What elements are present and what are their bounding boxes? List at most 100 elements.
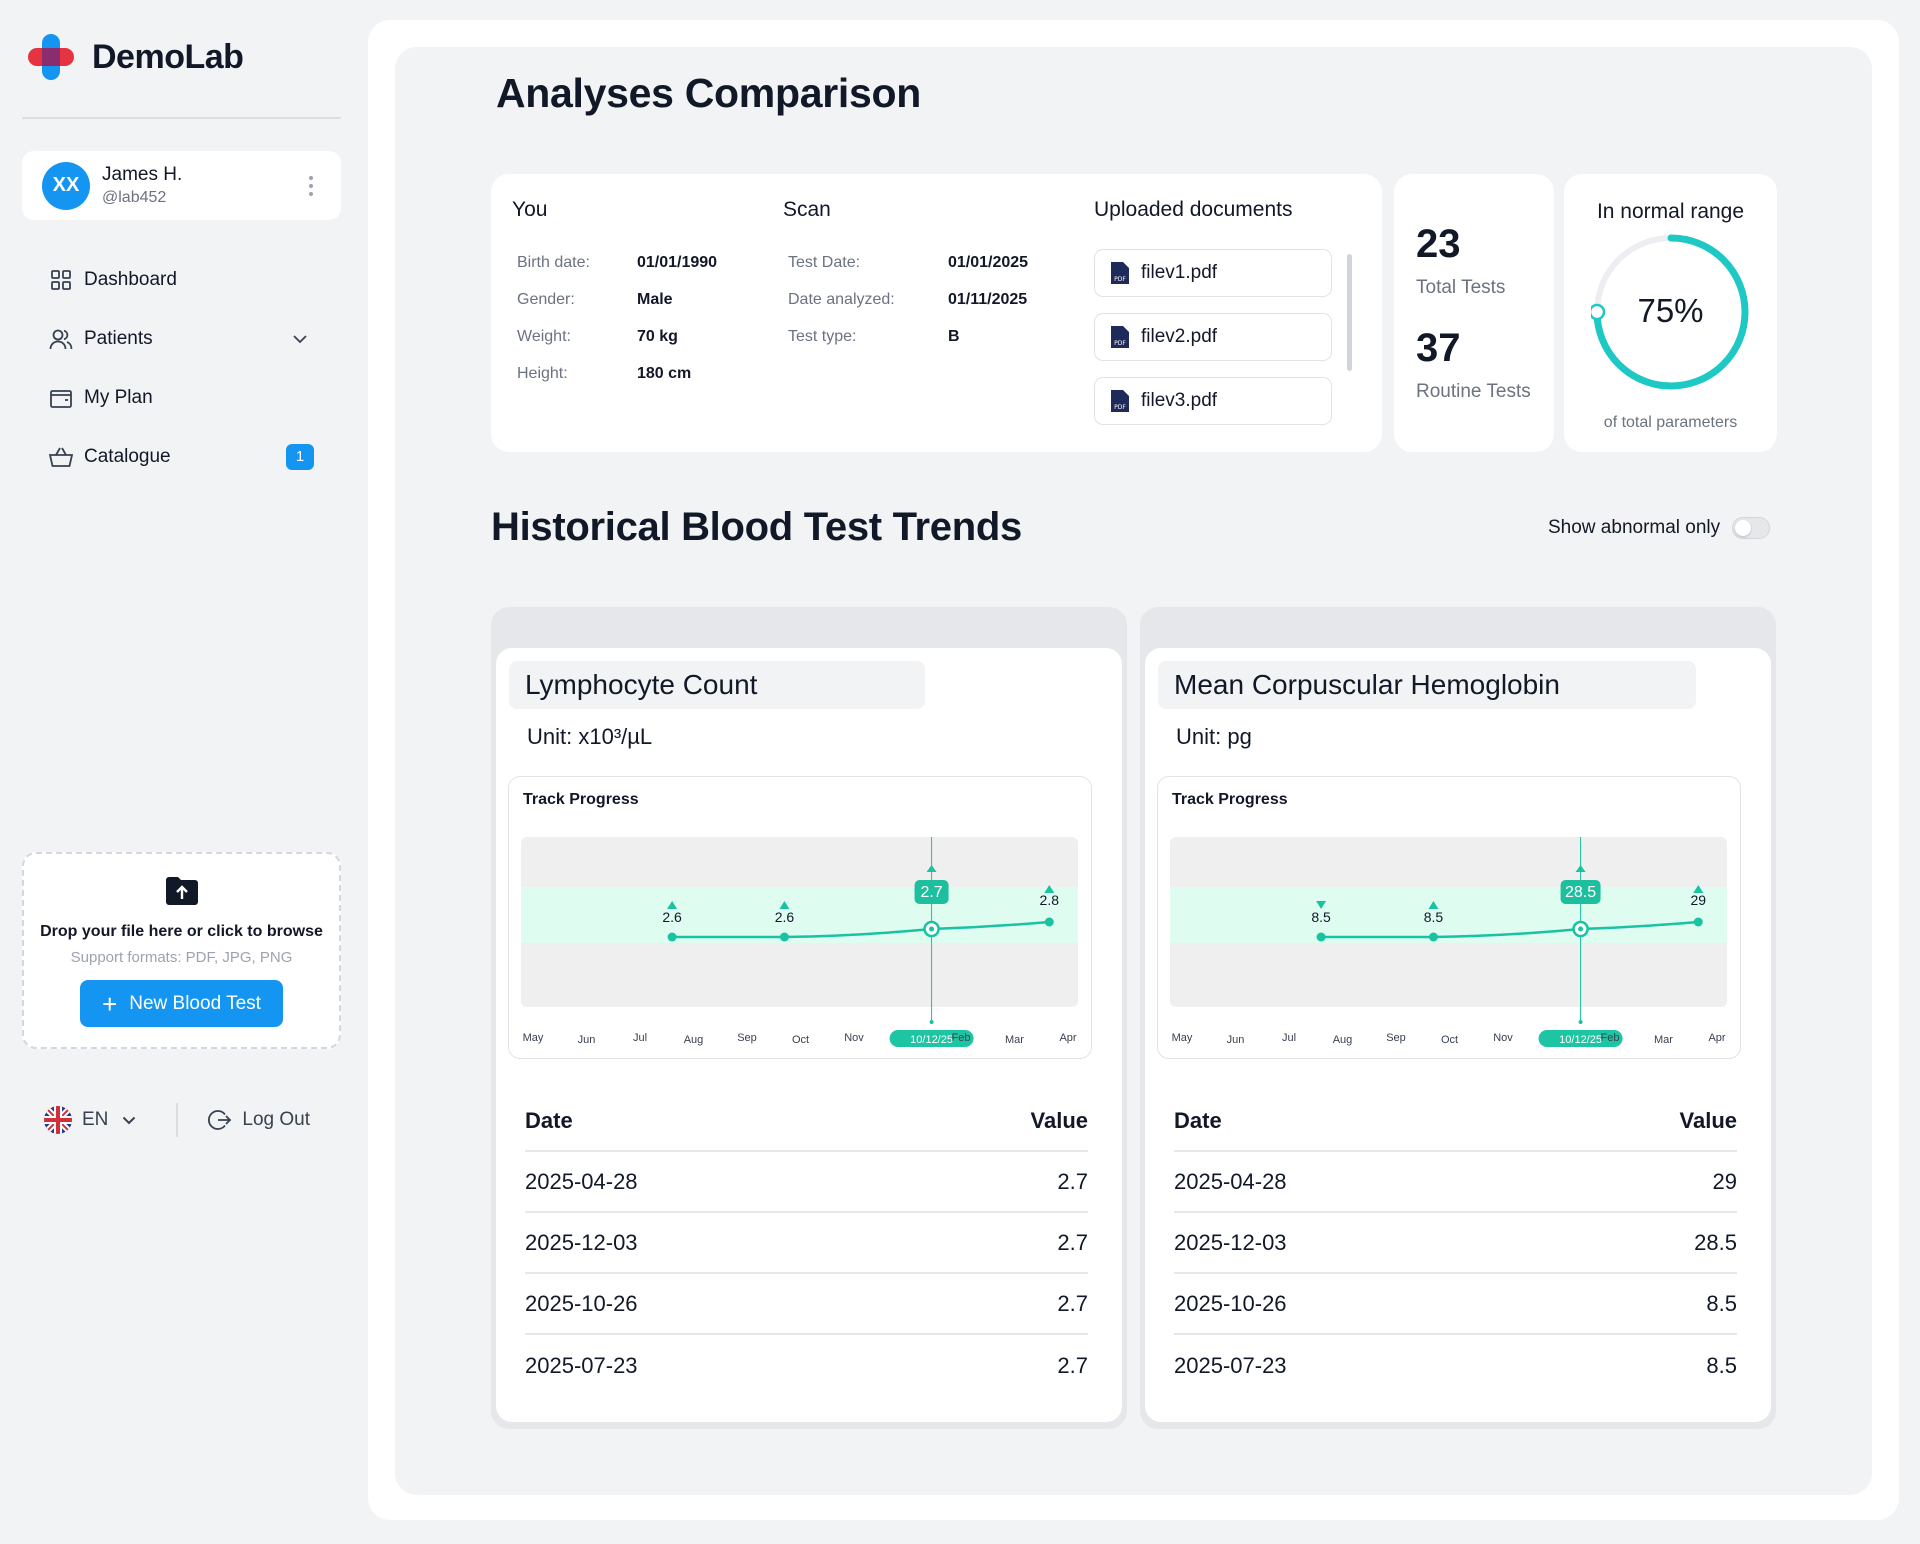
abnormal-toggle-label: Show abnormal only [1548,517,1721,538]
month-tick-label: Nov [1493,1032,1513,1044]
normal-range-subtitle: of total parameters [1603,414,1738,431]
date-header: Date [1174,1108,1222,1133]
field-value: 180 cm [637,365,692,382]
catalogue-badge: 1 [286,443,314,470]
logo[interactable]: DemoLab [24,30,244,84]
field-value: 70 kg [637,328,678,345]
logout-button[interactable]: Log Out [208,1108,310,1132]
sidebar-item-my-plan[interactable]: My Plan [48,368,318,427]
row-date: 2025-07-23 [1174,1352,1287,1378]
month-tick-label: 10/12/25 [910,1034,953,1046]
data-label: 29 [1690,892,1706,908]
normal-range-band [521,887,1078,943]
month-tick-label: 10/12/25 [1559,1034,1602,1046]
row-value: 28.5 [1694,1229,1737,1255]
basket-icon [48,444,74,470]
chevron-down-icon[interactable] [292,328,308,350]
data-label: 2.6 [775,909,795,925]
new-blood-test-label: New Blood Test [129,992,261,1014]
total-tests-label: Total Tests [1416,277,1506,298]
document-name: filev2.pdf [1141,326,1218,347]
documents-scrollbar[interactable] [1347,254,1352,371]
user-card[interactable]: XX James H. @lab452 [22,151,341,220]
svg-text:PDF: PDF [1114,404,1126,411]
table-row: 2025-07-23 8.5 [1174,1335,1737,1396]
language-label: EN [82,1109,109,1130]
field-value: B [948,328,960,345]
row-date: 2025-12-03 [525,1229,638,1255]
month-tick-label: Feb [1601,1032,1620,1044]
date-analyzed-value: 01/11/2025 [948,291,1027,309]
month-tick-label: Oct [792,1034,809,1046]
sidebar-item-label: Catalogue [84,445,171,467]
row-value: 8.5 [1706,1290,1737,1316]
language-selector[interactable]: EN [44,1106,136,1134]
document-item[interactable]: PDF filev3.pdf [1094,377,1332,425]
document-name: filev1.pdf [1141,262,1218,283]
row-value: 2.7 [1057,1229,1088,1255]
month-tick-label: Jul [1282,1032,1296,1044]
wallet-icon [48,385,74,411]
row-value: 2.7 [1057,1168,1088,1194]
data-label: 2.8 [1040,892,1060,908]
table-row: 2025-12-03 2.7 [525,1213,1088,1274]
data-point [667,932,677,942]
row-date: 2025-07-23 [525,1352,638,1378]
month-tick-label: May [1172,1032,1193,1044]
trend-card-title: Mean Corpuscular Hemoglobin [1158,661,1696,709]
sidebar-item-label: Patients [84,327,153,349]
svg-text:PDF: PDF [1114,276,1126,283]
field-label: Gender: [517,291,575,308]
normal-range-card: In normal range 75% of total parameters [1564,174,1777,452]
new-blood-test-button[interactable]: + New Blood Test [80,980,283,1027]
abnormal-toggle-row: Show abnormal only [1548,517,1771,539]
normal-range-gauge [1591,234,1749,390]
track-progress-chart: Track Progress 8.5 8.5 28.5 29 May Jun Jul Aug S… [1157,776,1741,1059]
abnormal-toggle[interactable] [1732,517,1771,539]
birth-date-value: 01/01/1990 [637,254,717,272]
pdf-file-icon: PDF [1111,390,1129,412]
row-date: 2025-10-26 [1174,1290,1287,1316]
month-tick-label: Sep [737,1032,757,1044]
table-header: Date Value [525,1108,1088,1152]
month-tick-label: Nov [844,1032,864,1044]
documents-title: Uploaded documents [1094,198,1293,221]
selected-value-badge [1560,880,1601,904]
chevron-down-icon [122,1109,136,1131]
trend-card-unit: Unit: x10³/µL [527,724,653,749]
field-label: Weight: [517,328,571,345]
logout-label: Log Out [242,1109,311,1130]
logout-icon [208,1110,232,1130]
data-label: 2.7 [920,884,942,901]
trend-card-mch: Mean Corpuscular Hemoglobin Unit: pg Tra… [1145,648,1771,1422]
sidebar-item-dashboard[interactable]: Dashboard [48,250,318,309]
document-item[interactable]: PDF filev1.pdf [1094,249,1332,297]
upload-dropzone[interactable]: Drop your file here or click to browse S… [22,852,341,1049]
month-tick-label: Aug [1333,1034,1353,1046]
table-row: 2025-10-26 8.5 [1174,1274,1737,1335]
data-label: 2.6 [662,909,682,925]
selected-value-badge [914,880,949,904]
sidebar-item-patients[interactable]: Patients [48,309,318,368]
data-label: 8.5 [1424,909,1444,925]
sidebar: DemoLab XX James H. @lab452 Dashboard [0,0,360,1544]
trend-up-marker [779,901,790,909]
sidebar-item-catalogue[interactable]: Catalogue 1 [48,427,318,486]
svg-text:PDF: PDF [1114,340,1126,347]
trend-up-marker [667,901,678,909]
more-options-icon[interactable] [301,171,321,201]
document-item[interactable]: PDF filev2.pdf [1094,313,1332,361]
trend-table: Date Value 2025-04-28 29 2025-12-03 28.5 2… [1174,1108,1737,1396]
test-type-value: B [948,328,960,346]
table-row: 2025-10-26 2.7 [525,1274,1088,1335]
trend-card-unit: Unit: pg [1176,724,1252,749]
data-point [1316,932,1326,942]
page-title: Analyses Comparison [496,70,921,116]
trend-chart[interactable]: 2.6 2.6 2.7 2.8 May Jun Jul Aug Sep Oct Nov 10/12/2… [509,777,1093,1060]
trend-chart[interactable]: 8.5 8.5 28.5 29 May Jun Jul Aug Sep Oct Nov 10/12/2… [1158,777,1742,1060]
guide-end-dot [929,1020,934,1024]
trend-up-marker [1575,865,1586,872]
field-label: Birth date: [517,254,590,271]
trend-up-marker [1428,901,1439,909]
data-point [1044,917,1054,927]
